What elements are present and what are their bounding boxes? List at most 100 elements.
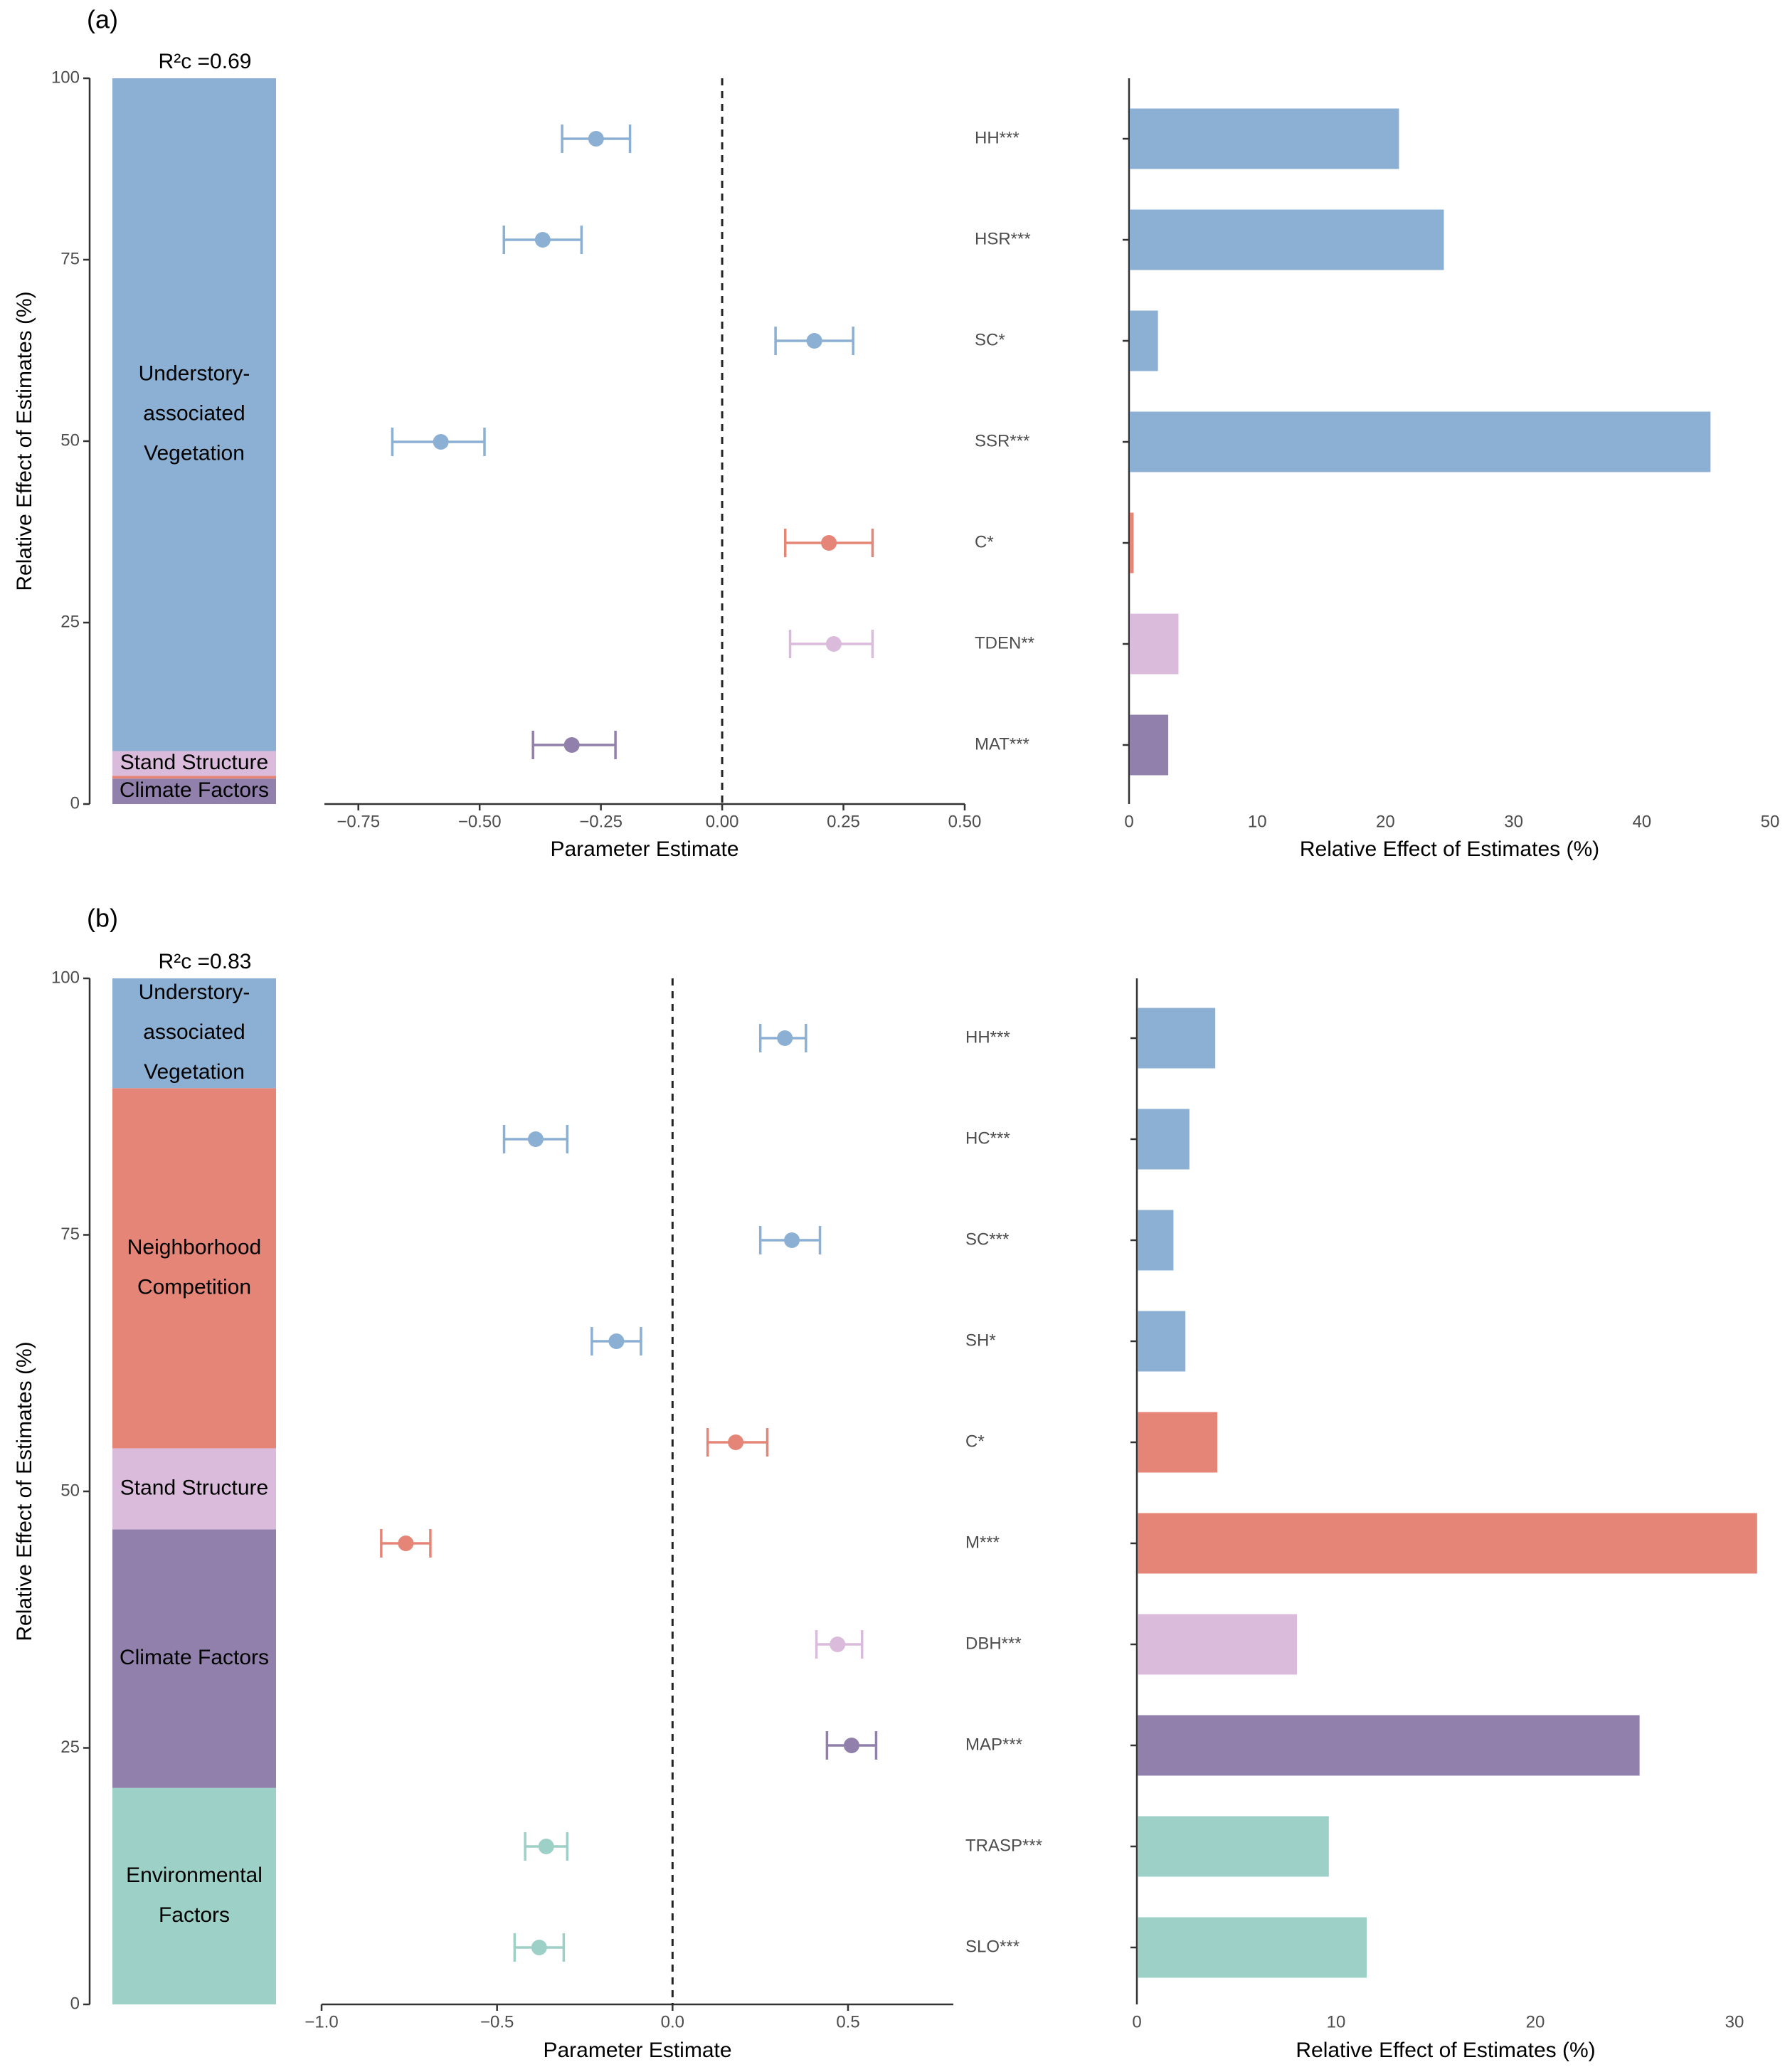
y-tick-label: 75 (60, 1225, 80, 1244)
variable-label: C* (975, 532, 994, 551)
variable-label: HH*** (975, 128, 1019, 147)
segment-label: associated (143, 402, 245, 426)
estimate-dot (527, 1131, 544, 1147)
relative-effect-bar-trasp (1138, 1816, 1329, 1877)
stacked-bar: R²c =0.69 Relative Effect of Estimates (%… (13, 50, 276, 813)
relative-effect-bar-dbh (1138, 1614, 1297, 1675)
relative-effect-bar-c (1138, 1412, 1217, 1473)
relative-effect-bar-slo (1138, 1917, 1367, 1978)
x-tick-label: 10 (1248, 812, 1267, 831)
x-tick-label: 20 (1376, 812, 1395, 831)
estimate-dot (534, 232, 551, 248)
x-tick-label: −1.0 (304, 2012, 338, 2031)
stacked-segment-neighborhood-competition (112, 776, 276, 779)
relative-effect-plot: 0 10 20 30 40 50 Relative Effect of Estimates … (1123, 78, 1779, 861)
y-tick-label: 25 (60, 612, 80, 631)
y-tick-label: 0 (70, 793, 80, 813)
estimate-point-mat: MAT*** (531, 731, 1029, 759)
relative-effect-bar-hh (1138, 1008, 1216, 1069)
estimate-point-slo: SLO*** (513, 1933, 1019, 1962)
relative-effect-bar-map (1138, 1715, 1640, 1776)
y-tick-label: 75 (60, 249, 80, 268)
panel-b: (b) R²c =0.83 Relative Effect of Estimates… (13, 904, 1757, 2062)
stacked-segment-neighborhood-competition (112, 1088, 276, 1449)
estimate-point-m: M*** (380, 1529, 1000, 1558)
estimate-point-sc: SC*** (758, 1226, 1009, 1254)
x-tick-label: 0.0 (661, 2012, 684, 2031)
variable-label: M*** (965, 1533, 1000, 1552)
variable-label: TRASP*** (965, 1836, 1042, 1855)
estimate-point-dbh: DBH*** (815, 1630, 1022, 1659)
variable-label: SC* (975, 330, 1005, 349)
relative-effect-bar-m (1138, 1513, 1757, 1574)
segment-label: Vegetation (144, 1060, 245, 1084)
y-tick-label: 50 (60, 1481, 80, 1500)
x-tick-label: 30 (1504, 812, 1523, 831)
x-tick-label: −0.5 (480, 2012, 514, 2031)
x-tick-label: 0.00 (706, 812, 739, 831)
segment-label: Environmental (126, 1864, 263, 1887)
stacked-bar: R²c =0.83 Relative Effect of Estimates (%… (13, 950, 276, 2013)
segment-label: Vegetation (144, 442, 245, 465)
segment-label: Climate Factors (120, 778, 269, 802)
stacked-segment-stand-structure (112, 751, 276, 776)
x-tick-label: −0.75 (337, 812, 380, 831)
estimate-point-trasp: TRASP*** (524, 1832, 1042, 1861)
estimate-dot (398, 1536, 414, 1551)
x-tick-label: 0.5 (836, 2012, 859, 2031)
variable-label: MAP*** (965, 1735, 1022, 1754)
y-axis-label: Relative Effect of Estimates (%) (13, 291, 36, 591)
x-tick-label: 20 (1526, 2012, 1545, 2031)
estimate-dot (728, 1434, 744, 1450)
estimate-point-hh: HH*** (561, 125, 1019, 153)
variable-label: HH*** (965, 1027, 1010, 1047)
estimate-point-tden: TDEN** (788, 630, 1034, 658)
relative-effect-bar-sh (1138, 1311, 1186, 1372)
relative-effect-bar-sc (1130, 310, 1158, 371)
variable-label: SSR*** (975, 431, 1029, 450)
estimate-dot (830, 1637, 846, 1652)
variable-label: TDEN** (975, 633, 1034, 652)
segment-label: Competition (137, 1275, 251, 1299)
relative-effect-bar-tden (1130, 613, 1179, 675)
y-tick-label: 100 (51, 968, 80, 987)
x-tick-label: 30 (1725, 2012, 1744, 2031)
estimate-point-hsr: HSR*** (502, 226, 1031, 254)
y-tick-label: 25 (60, 1738, 80, 1757)
estimate-dot (531, 1940, 547, 1955)
relative-effect-bar-mat (1130, 714, 1169, 776)
x-tick-label: 0.50 (948, 812, 982, 831)
panel-a: (a) R²c =0.69 Relative Effect of Estimates… (13, 5, 1779, 861)
relative-effect-bar-ssr (1130, 411, 1711, 472)
estimates-plot: −1.0 −0.5 0.0 0.5 Parameter Estimate HH*** HC*… (304, 978, 1042, 2062)
segment-label: associated (143, 1020, 245, 1044)
estimate-dot (563, 737, 580, 753)
estimate-dot (433, 434, 449, 450)
y-tick-label: 100 (51, 68, 80, 87)
estimate-point-c: C* (783, 529, 994, 557)
relative-effect-bar-c (1130, 512, 1134, 574)
estimate-dot (784, 1232, 800, 1248)
segment-label: Stand Structure (120, 751, 268, 774)
estimate-point-hc: HC*** (502, 1125, 1010, 1153)
variable-label: SC*** (965, 1230, 1009, 1249)
x-tick-label: 0 (1124, 812, 1133, 831)
relative-effect-bar-hsr (1130, 209, 1444, 270)
estimate-dot (608, 1333, 625, 1349)
panel-label: (b) (87, 904, 118, 933)
estimate-dot (806, 333, 822, 349)
x-tick-label: 10 (1327, 2012, 1346, 2031)
r2c-label: R²c =0.69 (159, 50, 252, 73)
stacked-segment-understory-associated-vegetation (112, 978, 276, 1089)
estimates-plot: −0.75 −0.50 −0.25 0.00 0.25 0.50 Parameter Est… (324, 78, 1034, 861)
y-tick-label: 0 (70, 1994, 80, 2013)
variable-label: SLO*** (965, 1937, 1019, 1956)
estimate-dot (821, 535, 837, 551)
variable-label: MAT*** (975, 734, 1029, 754)
segment-label: Neighborhood (127, 1235, 261, 1259)
estimate-dot (588, 131, 604, 147)
estimate-point-ssr: SSR*** (391, 428, 1029, 456)
x-tick-label: 0.25 (827, 812, 860, 831)
stacked-segment-climate-factors (112, 1529, 276, 1788)
